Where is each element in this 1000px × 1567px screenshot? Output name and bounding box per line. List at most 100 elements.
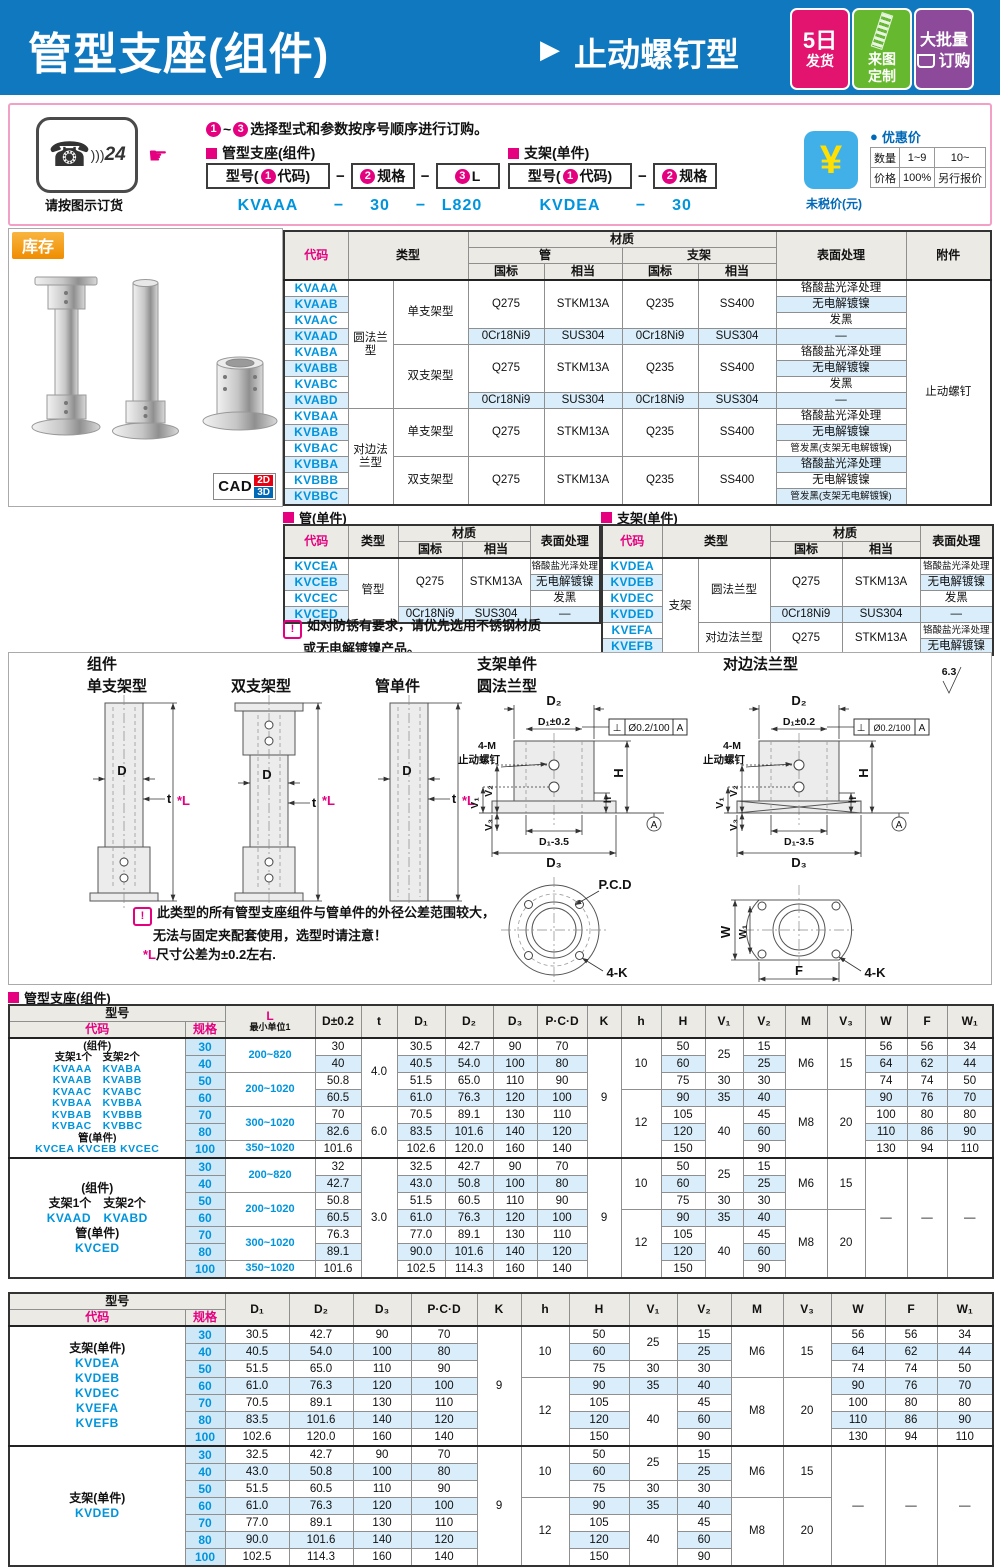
section-label-text: 支架(单件) <box>617 511 678 526</box>
note-star: *L <box>143 947 156 962</box>
field-spec: 2 规格 <box>350 163 415 189</box>
table-cell: STKM13A <box>841 622 921 656</box>
table-cell: 90 <box>936 1411 994 1429</box>
table-cell: 12 <box>520 1377 570 1447</box>
table-cell: 76 <box>906 1089 948 1107</box>
table-cell: 140 <box>536 1140 588 1159</box>
table-cell: KVCEA <box>283 557 349 575</box>
table-cell: 42.7 <box>314 1175 362 1193</box>
table-cell: 74 <box>884 1360 938 1378</box>
table-cell: SUS304 <box>543 328 623 345</box>
table-cell: 40 <box>184 1463 226 1481</box>
table-cell: M6 <box>730 1325 784 1378</box>
table-cell: 61.0 <box>224 1377 290 1395</box>
table-cell: 105 <box>660 1226 706 1244</box>
table-cell: 61.0 <box>396 1089 446 1107</box>
dim-V2: V₂ <box>728 785 740 797</box>
table-cell: 30 <box>742 1192 786 1210</box>
column-header: 代码 <box>8 1309 186 1327</box>
table-cell: 44 <box>946 1055 994 1073</box>
phone-icon: ☎ <box>48 136 91 174</box>
table-cell: 120 <box>568 1531 630 1549</box>
badge-bottom-label: 定制 <box>868 68 896 84</box>
dim-W: W <box>718 925 733 938</box>
table-cell: Q275 <box>467 456 545 506</box>
note-text: 如对防锈有要求，请优先选用不锈钢材质 <box>307 618 542 633</box>
table-cell: STKM13A <box>543 408 623 457</box>
column-header: 代码 <box>283 230 349 281</box>
table-cell: 25 <box>628 1445 678 1481</box>
table-cell: 30.5 <box>224 1325 290 1344</box>
table-cell: 90 <box>676 1548 732 1567</box>
table-cell: 60 <box>660 1175 706 1193</box>
cad-2d-label: 2D <box>254 475 273 486</box>
drawing-side-flange-bracket: D₂ D₁±0.2 ⊥ Ø0.2/100 A 6.3 4-M 止动螺钉 V₂ V… <box>703 666 962 870</box>
table-cell: 80 <box>184 1531 226 1549</box>
table-cell: 无电解镀镍 <box>919 574 994 591</box>
table-cell: Q275 <box>397 557 463 607</box>
table-cell: — <box>936 1445 994 1567</box>
table-cell: 45 <box>742 1226 786 1244</box>
ordering-panel: ☎ ))) 24 请按图示订货 ☛ 1 ~3 选择型式和参数按序号顺序进行订购。 … <box>8 103 992 226</box>
table-cell: KVAAB <box>283 296 349 313</box>
table-cell: 89.1 <box>288 1394 354 1412</box>
table-cell: M8 <box>784 1089 828 1159</box>
dim-D3: D₃ <box>791 855 806 870</box>
section-label-text: 管型支座(组件) <box>222 145 316 161</box>
dim-L: *L <box>322 793 335 808</box>
stock-badge: 库存 <box>12 232 65 259</box>
badge-bottom-label: 发货 <box>806 52 834 69</box>
table-cell: 90.0 <box>396 1243 446 1261</box>
table-cell: 15 <box>826 1157 866 1210</box>
column-header: 相当 <box>461 541 531 559</box>
pipe-only-label: 管单件 <box>375 677 420 695</box>
table-cell: 100 <box>184 1140 226 1159</box>
phone-order-label: 请按图示订货 <box>44 198 123 213</box>
section-assembly-label: 管型支座(组件) <box>206 143 315 163</box>
table-cell: 102.5 <box>396 1260 446 1279</box>
table-cell: 100 <box>410 1377 478 1395</box>
datum-label: A <box>896 820 903 831</box>
table-cell: 120.0 <box>288 1428 354 1447</box>
table-cell: 90 <box>660 1089 706 1107</box>
table-cell: 110 <box>864 1123 908 1141</box>
table-cell: 管型 <box>347 557 399 624</box>
product-photo <box>31 276 278 440</box>
table-cell: 75 <box>568 1360 630 1378</box>
dash-separator: − <box>333 197 345 214</box>
table-cell: 101.6 <box>288 1531 354 1549</box>
price-cell: 100% <box>898 167 936 188</box>
table-cell: 30 <box>704 1072 744 1090</box>
tilde: ~ <box>223 121 232 137</box>
table-cell: — <box>529 606 601 624</box>
column-header: 型号 <box>8 1292 226 1310</box>
table-cell: KVEFB <box>601 638 663 656</box>
table-cell: 83.5 <box>396 1123 446 1141</box>
table-cell: 51.5 <box>396 1072 446 1090</box>
table-cell: 101.6 <box>314 1260 362 1279</box>
table-cell: 50 <box>936 1360 994 1378</box>
example-spec: 30 <box>370 197 390 214</box>
table-cell: 102.6 <box>224 1428 290 1447</box>
field-text: L <box>471 168 481 184</box>
table-cell: 160 <box>492 1260 538 1279</box>
double-bracket-label: 双支架型 <box>231 677 291 695</box>
page-title: 管型支座(组件) <box>28 30 330 79</box>
price-cell: 价格 <box>870 167 900 188</box>
table-cell: 120 <box>568 1411 630 1429</box>
table-cell: 70.5 <box>224 1394 290 1412</box>
field-text: 型号( <box>225 168 259 184</box>
column-header: 国标 <box>769 541 843 559</box>
column-header: H <box>660 1004 706 1039</box>
table-cell: 110 <box>830 1411 886 1429</box>
table-cell: 51.5 <box>396 1192 446 1210</box>
table-cell: 34 <box>936 1325 994 1344</box>
assembly-label: 组件 <box>87 655 117 673</box>
table-cell: 110 <box>936 1428 994 1447</box>
table-cell: KVABB <box>283 360 349 377</box>
table-cell: 15 <box>826 1037 866 1090</box>
table-cell: 40 <box>184 1055 226 1073</box>
table-cell: 60 <box>660 1055 706 1073</box>
table-cell: 60.5 <box>314 1209 362 1227</box>
drawing-round-flange-bracket: D₂ D₁±0.2 ⊥ Ø0.2/100 A 4-M 止动螺钉 V₂ V₁ V₃… <box>458 693 688 870</box>
